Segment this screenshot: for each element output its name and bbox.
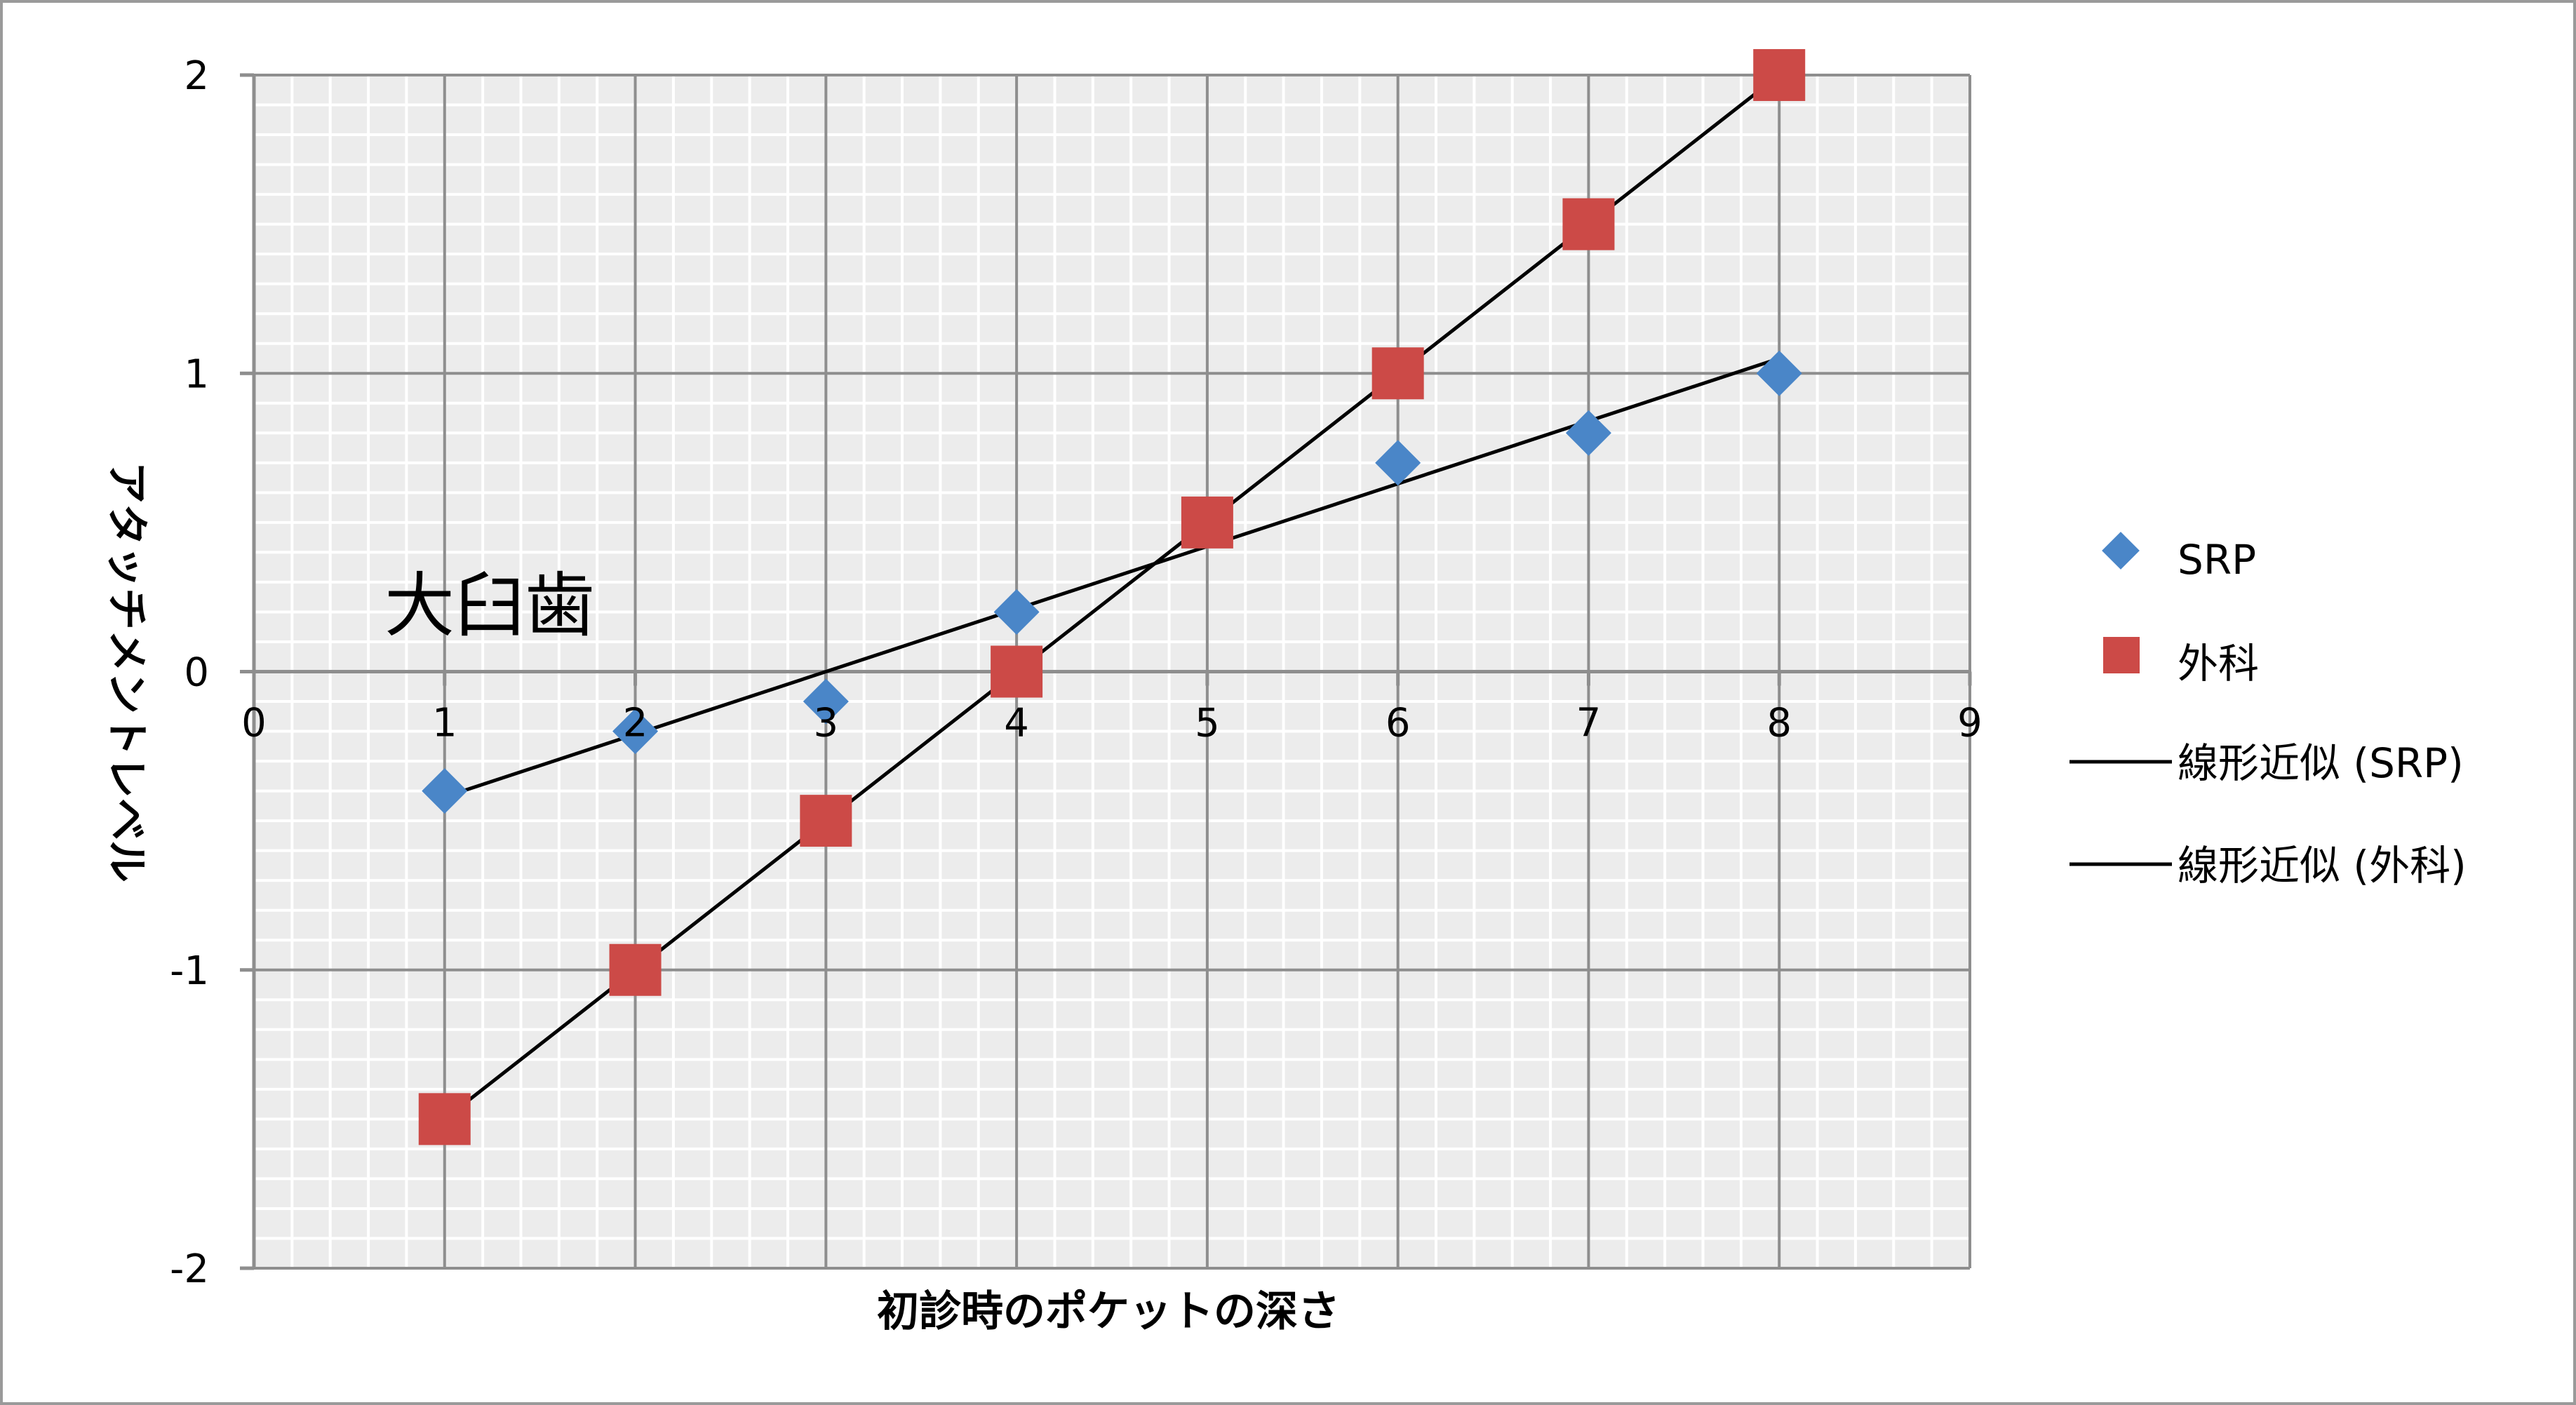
x-tick-label: 3	[814, 701, 839, 746]
surgery-point	[1181, 496, 1233, 549]
x-tick-label: 0	[241, 701, 267, 746]
srp-point	[1375, 440, 1421, 486]
y-tick-label: 2	[184, 53, 209, 99]
y-tick-label: 1	[184, 351, 209, 397]
legend-item-trend-srp: 線形近似 (SRP)	[2069, 739, 2464, 787]
surgery-point	[1753, 49, 1806, 101]
axes	[240, 73, 1972, 1270]
surgery-point	[609, 943, 662, 996]
legend: SRP 外科 線形近似 (SRP) 線形近似 (外科)	[2069, 532, 2467, 889]
x-tick-label: 5	[1195, 701, 1220, 746]
surgery-point	[1371, 347, 1424, 400]
chart-annotation: 大臼歯	[384, 565, 595, 647]
legend-trend-srp-label: 線形近似 (SRP)	[2178, 739, 2464, 787]
surgery-point	[418, 1093, 471, 1145]
x-tick-label: 8	[1766, 701, 1792, 746]
y-tick-label: -1	[170, 948, 209, 994]
y-tick-label: -2	[170, 1246, 209, 1292]
trendlines	[443, 74, 1780, 1121]
legend-item-trend-surgery: 線形近似 (外科)	[2069, 842, 2467, 889]
srp-point	[1565, 410, 1611, 456]
legend-surgery-label: 外科	[2178, 640, 2259, 687]
legend-item-surgery: 外科	[2103, 637, 2259, 687]
x-tick-label: 6	[1386, 701, 1411, 746]
y-axis-label: アタッチメントレベル	[102, 462, 151, 882]
data-markers	[418, 49, 1806, 1145]
srp-point	[993, 589, 1040, 635]
srp-point	[422, 768, 468, 814]
surgery-point	[1562, 198, 1615, 250]
trendline-srp	[443, 356, 1780, 799]
surgery-point	[800, 795, 852, 847]
x-tick-label: 2	[623, 701, 648, 746]
x-axis-label: 初診時のポケットの深さ	[877, 1287, 1340, 1336]
legend-srp-label: SRP	[2178, 536, 2256, 584]
y-tick-label: 0	[184, 650, 209, 696]
srp-point	[1756, 350, 1802, 396]
trendline-surgery	[443, 74, 1780, 1121]
legend-surgery-marker	[2103, 637, 2140, 673]
surgery-point	[991, 645, 1043, 698]
x-tick-label: 1	[432, 701, 457, 746]
x-tick-label: 7	[1576, 701, 1602, 746]
x-tick-label: 4	[1004, 701, 1029, 746]
tick-labels: 0 1 2 3 4 5 6 7 8 9 -2 -1 0 1 2	[170, 53, 1983, 1292]
srp-point	[803, 678, 849, 725]
legend-trend-surgery-label: 線形近似 (外科)	[2178, 842, 2467, 889]
x-tick-label: 9	[1957, 701, 1983, 746]
